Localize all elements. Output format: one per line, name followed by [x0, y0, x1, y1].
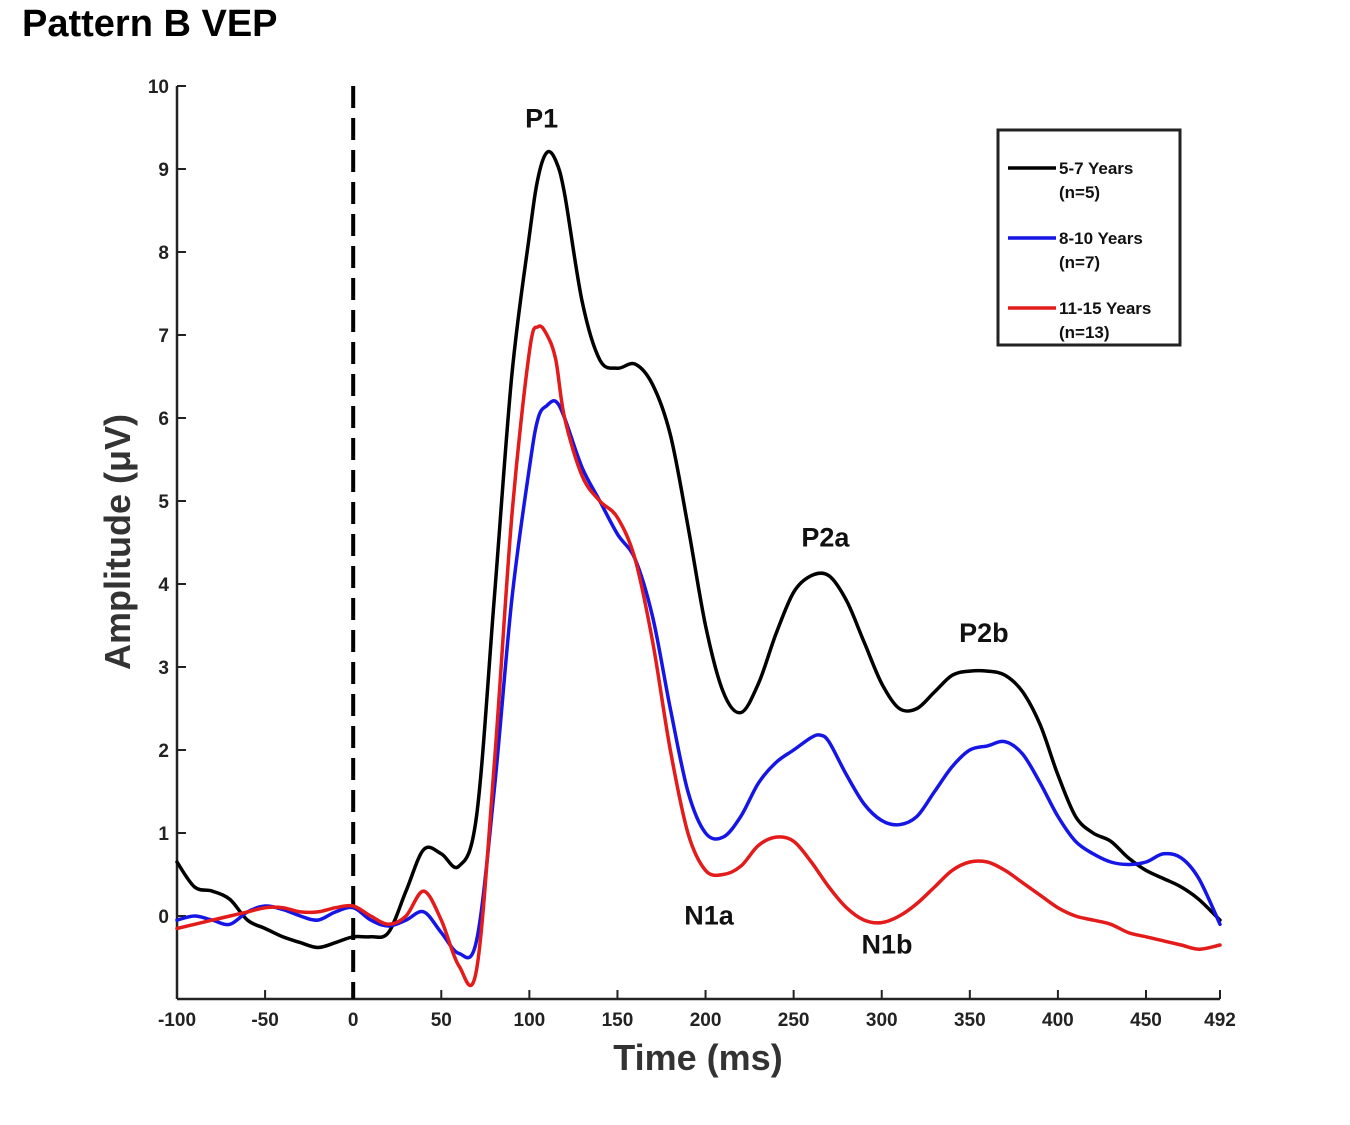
- x-tick-label: -100: [158, 1010, 196, 1031]
- y-tick-label: 2: [158, 741, 169, 762]
- x-tick-label: 0: [348, 1010, 359, 1031]
- x-axis-label: Time (ms): [613, 1037, 782, 1078]
- x-tick-label: 400: [1042, 1010, 1074, 1031]
- x-tick-label: 450: [1130, 1010, 1162, 1031]
- series-line-2: [175, 399, 1222, 960]
- y-tick-label: 10: [148, 77, 169, 98]
- x-tick-label: 300: [866, 1010, 898, 1031]
- y-axis-ticks: 0 1 2 3 4 5 6 7 8 9 10: [148, 77, 186, 928]
- legend-label-count: (n=5): [1059, 183, 1100, 202]
- x-axis-ticks: -100 -50 0 50 100 150 200 250 300 350 400 450 492: [158, 990, 1236, 1031]
- x-tick-label: 50: [431, 1010, 452, 1031]
- legend: 5-7 Years (n=5) 8-10 Years (n=7) 11-15 Years…: [996, 128, 1182, 347]
- legend-label-count: (n=7): [1059, 253, 1100, 272]
- peak-label: N1a: [684, 900, 735, 930]
- x-tick-label: 200: [690, 1010, 722, 1031]
- y-tick-label: 8: [158, 243, 169, 264]
- y-tick-label: 5: [158, 492, 169, 513]
- y-tick-label: 7: [158, 326, 169, 347]
- y-tick-label: 9: [158, 160, 169, 181]
- y-axis-label: Amplitude (μV): [97, 414, 138, 670]
- y-tick-label: 6: [158, 409, 169, 430]
- y-tick-label: 4: [158, 575, 169, 596]
- x-tick-label: 100: [514, 1010, 546, 1031]
- peak-label: P1: [525, 104, 558, 134]
- series-line-3: [175, 324, 1222, 988]
- y-tick-label: 1: [158, 824, 169, 845]
- legend-label: 11-15 Years: [1059, 299, 1151, 318]
- y-tick-label: 3: [158, 658, 169, 679]
- axes: [175, 86, 1220, 1001]
- legend-label: 5-7 Years: [1059, 159, 1133, 178]
- x-tick-label: 350: [954, 1010, 986, 1031]
- x-tick-label: -50: [251, 1010, 278, 1031]
- peak-label: P2b: [959, 618, 1009, 648]
- peak-label: N1b: [862, 929, 913, 959]
- peak-annotations: P1 P2a P2b N1a N1b: [525, 104, 1008, 960]
- y-tick-label: 0: [158, 907, 169, 928]
- series-layer: [175, 149, 1222, 988]
- peak-label: P2a: [801, 523, 850, 553]
- x-tick-label: 250: [778, 1010, 810, 1031]
- x-tick-label: 150: [602, 1010, 634, 1031]
- series-line-1: [175, 149, 1222, 950]
- legend-label-count: (n=13): [1059, 323, 1110, 342]
- chart-title: Pattern B VEP: [22, 3, 278, 45]
- legend-label: 8-10 Years: [1059, 229, 1143, 248]
- x-tick-label: 492: [1204, 1010, 1236, 1031]
